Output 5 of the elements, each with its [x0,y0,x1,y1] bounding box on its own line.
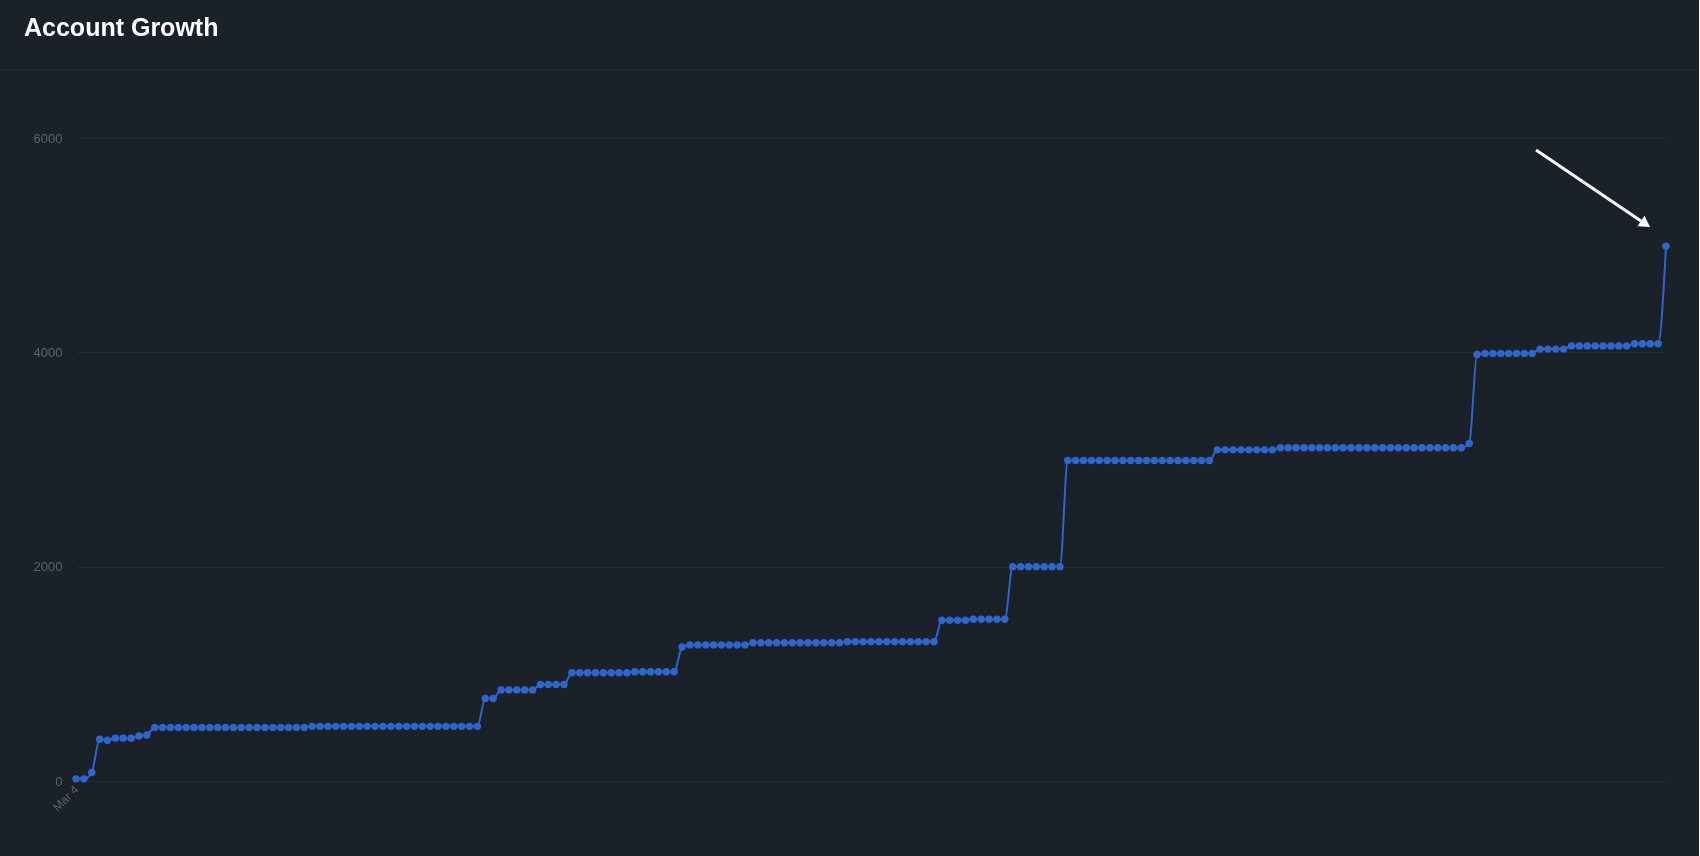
y-tick-label: 0 [55,773,63,789]
y-tick-label: 6000 [33,130,63,146]
y-tick-label: 4000 [33,344,63,360]
chart-title: Account Growth [24,13,219,41]
y-tick-label: 2000 [33,559,63,575]
